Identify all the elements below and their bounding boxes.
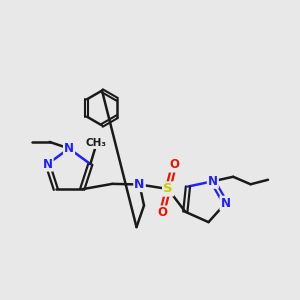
Text: N: N <box>64 142 74 155</box>
Text: S: S <box>163 182 173 196</box>
Text: N: N <box>43 158 52 170</box>
Text: N: N <box>220 197 230 210</box>
Text: N: N <box>134 178 145 191</box>
Text: O: O <box>157 206 167 220</box>
Text: O: O <box>169 158 179 172</box>
Text: N: N <box>208 175 218 188</box>
Text: CH₃: CH₃ <box>85 138 106 148</box>
